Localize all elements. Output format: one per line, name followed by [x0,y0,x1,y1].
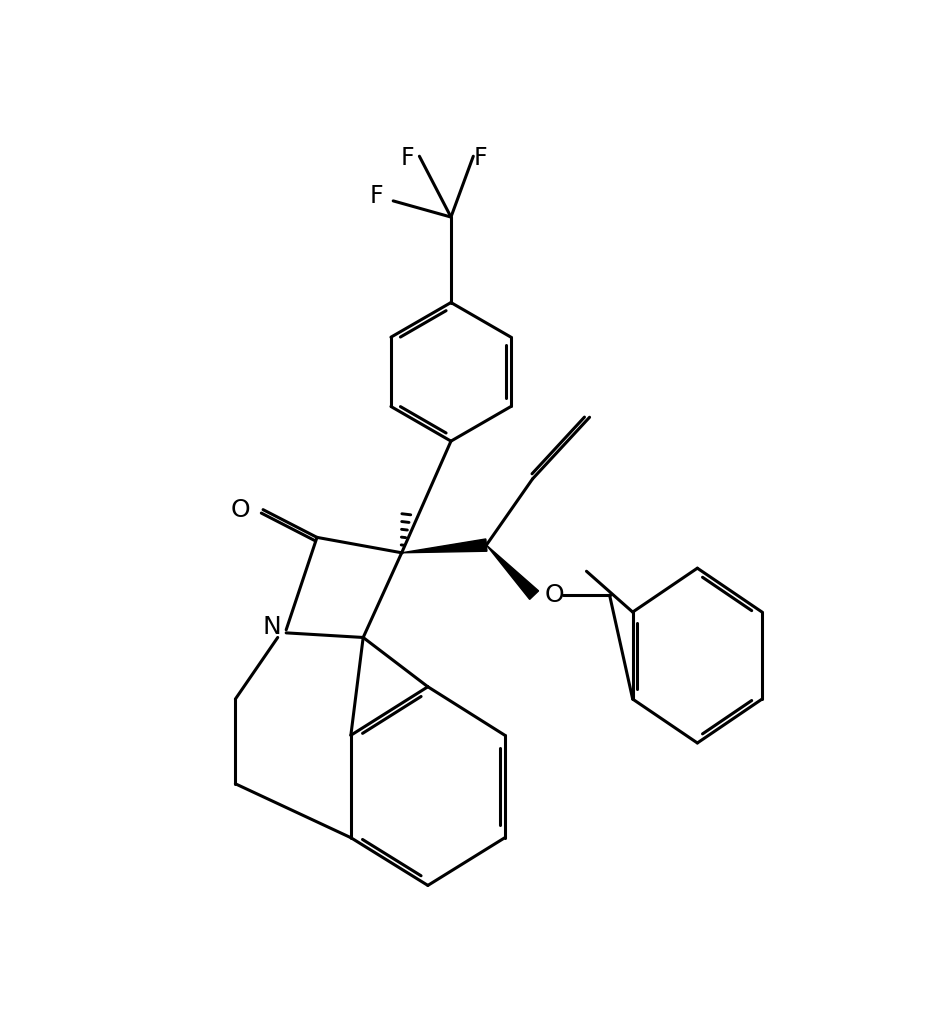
Text: O: O [544,583,564,607]
Text: F: F [369,185,383,208]
Polygon shape [401,539,487,553]
Text: O: O [230,498,249,521]
Text: F: F [473,146,487,169]
Polygon shape [486,545,538,599]
Text: N: N [262,616,282,639]
Text: F: F [400,146,413,169]
